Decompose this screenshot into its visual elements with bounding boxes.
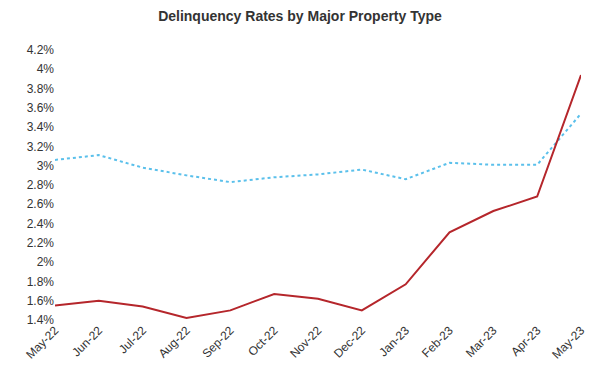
svg-text:Dec-22: Dec-22 — [331, 323, 368, 360]
svg-text:Jul-22: Jul-22 — [116, 323, 149, 356]
svg-text:Jan-23: Jan-23 — [376, 323, 412, 359]
svg-text:Feb-23: Feb-23 — [419, 323, 456, 360]
svg-text:Mar-23: Mar-23 — [463, 323, 500, 360]
svg-text:3.2%: 3.2% — [27, 140, 55, 154]
svg-text:3%: 3% — [37, 159, 55, 173]
svg-text:1.8%: 1.8% — [27, 275, 55, 289]
svg-text:Apr-23: Apr-23 — [508, 323, 544, 359]
svg-text:May-23: May-23 — [549, 323, 587, 361]
svg-text:Sep-22: Sep-22 — [199, 323, 236, 360]
svg-text:Aug-22: Aug-22 — [156, 323, 193, 360]
svg-text:3.6%: 3.6% — [27, 101, 55, 115]
svg-text:2.6%: 2.6% — [27, 197, 55, 211]
svg-text:1.6%: 1.6% — [27, 294, 55, 308]
svg-text:2.2%: 2.2% — [27, 236, 55, 250]
svg-text:Jun-22: Jun-22 — [69, 323, 105, 359]
svg-text:2%: 2% — [37, 255, 55, 269]
svg-text:3.8%: 3.8% — [27, 82, 55, 96]
svg-text:1.4%: 1.4% — [27, 313, 55, 327]
svg-text:4%: 4% — [37, 62, 55, 76]
svg-text:Oct-22: Oct-22 — [245, 323, 281, 359]
svg-text:Delinquency Rates by Major Pro: Delinquency Rates by Major Property Type — [158, 8, 442, 24]
svg-text:3.4%: 3.4% — [27, 120, 55, 134]
svg-text:4.2%: 4.2% — [27, 43, 55, 57]
svg-text:Nov-22: Nov-22 — [287, 323, 324, 360]
svg-text:2.8%: 2.8% — [27, 178, 55, 192]
svg-text:2.4%: 2.4% — [27, 217, 55, 231]
svg-text:May-22: May-22 — [23, 323, 61, 361]
